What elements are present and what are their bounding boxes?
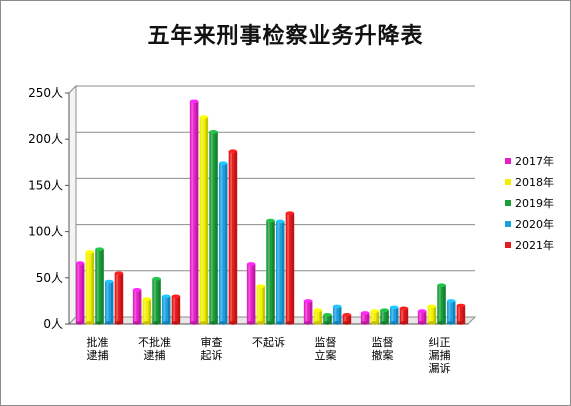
bar [228,149,238,325]
bar [152,276,161,325]
legend-swatch [505,199,511,206]
bar [275,219,285,325]
bar [332,304,342,325]
y-tick-labels: 0人 50人 100人 150人 200人 250人 [28,86,63,331]
bar [417,309,427,325]
x-tick-label: 漏捕 [429,348,451,362]
legend-label: 2017年 [515,154,554,168]
legend: 2017年 2018年 2019年 2020年 2021年 [505,150,571,255]
legend-item: 2021年 [505,234,571,255]
legend-swatch [505,220,511,227]
legend-label: 2019年 [515,196,554,210]
bar [427,304,437,325]
x-tick-label: 逮捕 [144,348,166,362]
bar [456,303,466,325]
x-tick-label: 立案 [315,348,337,362]
bar [218,161,228,325]
bar [199,115,209,325]
bar [132,288,142,325]
bar [446,299,456,325]
bars [75,99,466,325]
x-tick-label: 起诉 [201,349,223,362]
gridline [68,85,475,94]
bar [360,311,370,325]
x-tick-label: 纠正 [429,336,451,349]
y-tick-label: 250人 [28,86,63,100]
bar [285,211,295,325]
legend-label: 2020年 [515,217,554,231]
bar [370,309,380,325]
bar [161,294,171,325]
gridline [68,131,475,140]
y-tick-label: 150人 [28,178,63,192]
legend-item: 2017年 [505,150,571,171]
bar [380,308,389,325]
legend-label: 2021年 [515,238,554,252]
gridline [68,177,475,186]
bar [104,279,114,325]
left-wall [68,84,77,326]
x-tick-label: 不起诉 [252,336,285,349]
legend-swatch [505,157,511,164]
x-tick-label: 漏诉 [429,362,451,375]
x-tick-label: 逮捕 [87,348,109,362]
x-tick-label: 监督 [372,335,394,349]
legend-item: 2020年 [505,213,571,234]
bar [209,130,218,325]
x-tick-label: 不批准 [138,335,171,349]
bar [323,312,332,325]
legend-item: 2018年 [505,171,571,192]
legend-item: 2019年 [505,192,571,213]
bar [75,261,85,325]
bar [342,312,352,325]
bar [437,283,446,325]
y-tick-label: 100人 [28,225,63,239]
x-tick-label: 审查 [201,335,223,349]
bar [171,294,181,325]
x-tick-label: 撤案 [372,348,394,362]
bar [189,99,199,325]
bar [389,305,399,325]
bar [303,299,313,325]
bar [256,284,266,325]
bar [313,308,323,325]
bar [95,247,104,325]
legend-swatch [505,241,511,248]
x-tick-label: 监督 [315,335,337,349]
y-tick-label: 0人 [43,317,63,331]
bar [142,297,152,325]
legend-swatch [505,178,511,185]
y-tick-label: 200人 [28,132,63,146]
bar [114,271,124,325]
bar [85,250,95,325]
chart-title: 五年来刑事检察业务升降表 [147,23,424,49]
x-tick-label: 批准 [87,335,109,349]
y-tick-label: 50人 [36,271,63,285]
bar [266,218,275,325]
legend-label: 2018年 [515,175,554,189]
bar [399,306,409,325]
bar [246,262,256,325]
